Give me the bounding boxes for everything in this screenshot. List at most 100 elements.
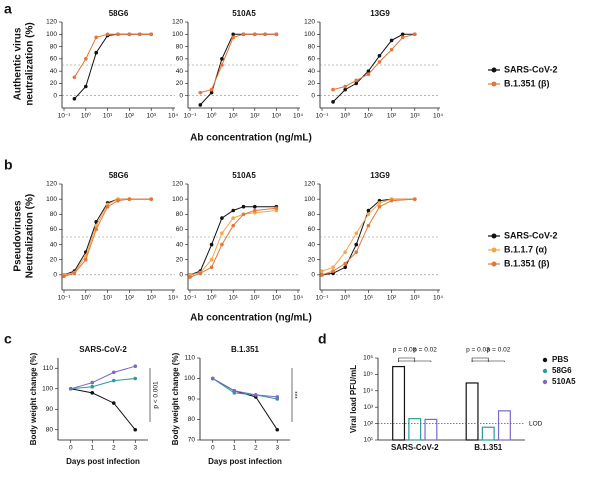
x-tick-label: 10⁴: [433, 295, 443, 302]
y-tick-label: 120: [304, 181, 315, 188]
bar: [424, 418, 438, 441]
y-axis-label: Authentic virus: [13, 27, 24, 100]
y-tick-label: 60: [50, 56, 58, 63]
data-point: [84, 257, 88, 262]
data-point: [138, 32, 142, 37]
x-tick-label: 10⁰: [81, 294, 91, 302]
data-point: [366, 212, 371, 217]
legend-marker: [542, 368, 548, 374]
data-point: [198, 90, 203, 95]
x-tick-label: 10⁴: [293, 295, 303, 302]
data-point: [400, 32, 405, 37]
y-tick-label: 0: [53, 92, 57, 99]
x-tick-label: 10⁻¹: [58, 113, 72, 120]
data-point: [84, 84, 88, 89]
data-point: [68, 386, 73, 391]
x-tick-label: 10⁴: [293, 113, 303, 120]
series-line: [70, 388, 136, 431]
series-line: [212, 378, 278, 431]
x-tick-label: 10⁴: [168, 295, 178, 302]
x-tick-label: 3: [275, 445, 279, 452]
bracket: [471, 357, 489, 362]
data-point: [241, 32, 246, 37]
series-line: [70, 378, 136, 390]
data-point: [331, 265, 335, 270]
data-point: [220, 242, 224, 247]
x-tick-label: 10⁴: [433, 113, 443, 120]
data-point: [116, 198, 120, 203]
bar: [465, 382, 479, 441]
series-line: [189, 207, 277, 278]
bar: [497, 410, 511, 441]
x-tick-label: SARS-CoV-2: [391, 443, 439, 452]
bracket: [471, 360, 505, 362]
y-tick-label: 100: [304, 31, 315, 38]
data-point: [149, 32, 153, 37]
y-tick-label: 20: [176, 80, 184, 87]
data-point: [149, 197, 153, 201]
data-point: [275, 395, 280, 399]
annotation: p = 0.02: [413, 347, 437, 354]
data-point: [220, 57, 224, 61]
data-point: [84, 57, 88, 61]
x-tick-label: 10³: [410, 295, 420, 302]
x-tick-label: 10³: [146, 295, 156, 302]
data-point: [127, 197, 132, 201]
y-tick-label: 40: [308, 68, 316, 75]
data-point: [275, 427, 280, 432]
y-tick-label: 100: [46, 31, 57, 38]
y-tick-label: 100: [46, 196, 57, 203]
data-point: [105, 32, 110, 37]
y-tick-label: 10⁵: [363, 371, 373, 378]
y-tick-label: 90: [46, 406, 54, 413]
bar: [481, 426, 495, 441]
legend-label: B.1.1.7 (α): [504, 244, 547, 254]
y-tick-label: 0: [179, 92, 183, 99]
data-point: [127, 32, 132, 37]
panel-label: b: [4, 157, 13, 173]
chart-title: 58G6: [109, 171, 129, 180]
x-axis-label: Days post infection: [208, 457, 282, 466]
panel-label: a: [4, 1, 12, 17]
y-axis-label: neutralization (%): [25, 22, 36, 105]
legend-marker: [542, 357, 548, 363]
y-tick-label: 120: [172, 19, 183, 26]
x-tick-label: 10⁻¹: [184, 295, 198, 302]
data-point: [253, 393, 258, 397]
panel-label: d: [318, 331, 327, 347]
data-point: [209, 242, 214, 247]
data-point: [354, 81, 359, 86]
data-point: [72, 96, 77, 101]
bracket: [398, 357, 416, 362]
y-tick-label: 10⁶: [363, 355, 373, 362]
data-point: [343, 87, 348, 92]
x-tick-label: 0: [69, 445, 73, 452]
y-tick-label: 120: [172, 181, 183, 188]
x-tick-label: 10²: [125, 113, 135, 120]
data-point: [111, 401, 116, 405]
data-point: [377, 60, 382, 64]
legend-label: 58G6: [552, 366, 572, 375]
y-tick-label: 10¹: [364, 437, 374, 444]
y-tick-label: 80: [188, 416, 196, 423]
data-point: [111, 370, 116, 375]
y-tick-label: 80: [308, 211, 316, 218]
data-point: [209, 257, 214, 262]
annotation: p = 0.08: [393, 347, 417, 354]
y-tick-label: 80: [308, 43, 316, 50]
x-tick-label: 10²: [250, 113, 260, 120]
y-tick-label: 80: [176, 43, 184, 50]
y-tick-label: 120: [46, 181, 57, 188]
y-tick-label: 40: [176, 241, 184, 248]
chart-title: 510A5: [232, 171, 256, 180]
chart-title: B.1.351: [231, 345, 260, 354]
x-tick-label: 10³: [272, 113, 282, 120]
panel-label: c: [4, 331, 12, 347]
data-point: [274, 32, 279, 37]
data-point: [263, 32, 267, 37]
x-tick-label: 3: [133, 445, 137, 452]
x-tick-label: 10⁰: [340, 112, 350, 120]
y-tick-label: 100: [42, 385, 53, 392]
data-point: [253, 204, 257, 209]
y-tick-label: 40: [50, 68, 58, 75]
